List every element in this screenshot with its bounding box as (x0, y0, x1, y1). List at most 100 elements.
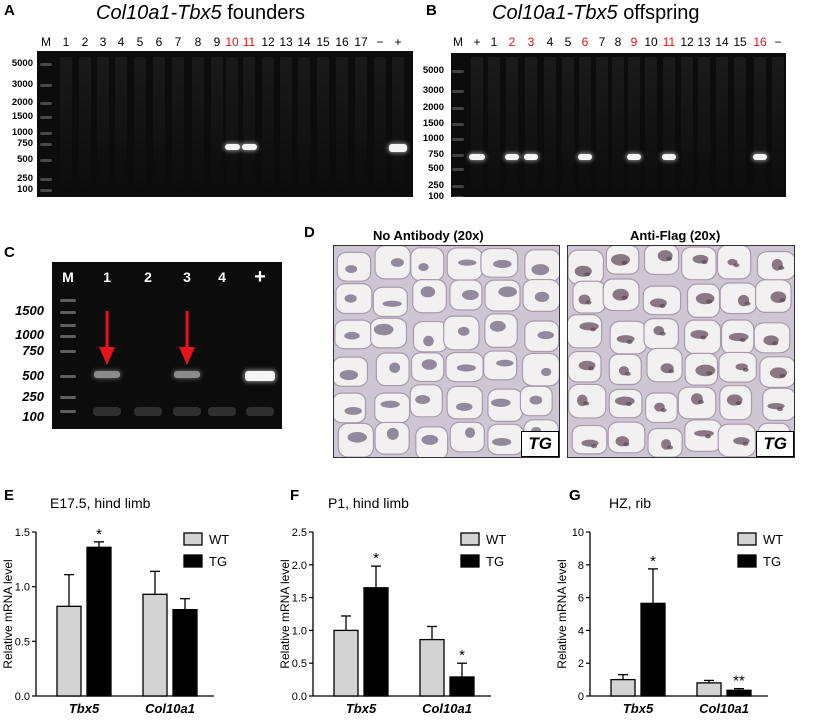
panel-c-ladder-label: 1000 (15, 327, 44, 342)
panel-c-gel: M 1 2 3 4 + (52, 262, 282, 429)
ladder-band (40, 63, 52, 66)
y-axis-label: Relative mRNA level (1, 559, 15, 668)
ladder-band (60, 335, 76, 338)
lane-smear (97, 57, 109, 187)
panel-c-ladder-label: 250 (22, 389, 44, 404)
panel-a-lane-label: + (394, 35, 402, 49)
significance-mark: * (96, 526, 102, 543)
lane-smear (172, 57, 184, 187)
panel-b-ladder-label: 5000 (422, 65, 444, 76)
lane-smear (374, 57, 386, 187)
panel-c-lane-labels: M 1 2 3 4 + (52, 266, 282, 289)
ladder-band (60, 299, 76, 302)
ladder-band (40, 159, 52, 162)
lane-smear (355, 57, 367, 187)
ladder-band (452, 154, 464, 157)
lane-smear (317, 57, 329, 187)
red-arrow-icon (99, 311, 115, 365)
legend-swatch-wt (183, 532, 203, 546)
panel-a-lane-labels: M 1 2 3 4 5 6 7 8 9 10 11 12 13 14 15 16 17− + (0, 35, 420, 51)
lane-smear (754, 57, 766, 191)
y-axis-label: Relative mRNA level (278, 559, 292, 668)
panel-a-lane-label: 10 (225, 35, 239, 49)
panel-label: F (290, 487, 299, 504)
lane-smear (192, 57, 204, 187)
y-tick-label: 6 (578, 593, 584, 605)
lane-smear (716, 57, 728, 191)
panel-b-title-rest: offspring (623, 2, 700, 24)
panel-b-ladder-label: 750 (428, 149, 444, 160)
panel-b-lane-label: 11 (662, 35, 676, 49)
ladder-band (60, 410, 76, 413)
panel-a-ladder-label: 100 (17, 184, 33, 195)
panel-b-title-gene: Col10a1-Tbx5 (492, 2, 618, 24)
lane-smear (134, 57, 146, 187)
y-tick-label: 0.5 (292, 658, 307, 670)
category-label: Tbx5 (69, 701, 100, 716)
bar-tg (640, 602, 666, 697)
primer-haze (246, 407, 274, 416)
panel-a-ladder-label: 1500 (11, 111, 33, 122)
panel-a-ladder-label: 1000 (11, 127, 33, 138)
panel-a-ladder-label: 500 (17, 154, 33, 165)
y-tick-label: 2 (578, 658, 584, 670)
panel-b-title: Col10a1-Tbx5 offspring (492, 2, 700, 25)
cartilage-texture (334, 246, 559, 457)
panel-b-lane-label: 4 (546, 35, 554, 49)
panel-c-label: C (4, 244, 15, 261)
legend-label-wt: WT (209, 532, 229, 547)
panel-a-ladder-label: 2000 (11, 97, 33, 108)
panel-b-lane-label: 10 (644, 35, 658, 49)
lane-smear (772, 57, 784, 191)
panel-b-ladder-label: 1500 (422, 118, 444, 129)
panel-b-lane-label: 6 (581, 35, 589, 49)
chart-e: E E17.5, hind limb 0.0 0.5 1.0 1.5 Relative mR… (1, 487, 229, 716)
ladder-band (40, 116, 52, 119)
lane-smear (645, 57, 657, 191)
panel-c-ladder-labels: 1500 1000 750 500 250 100 (0, 0, 60, 440)
lane-smear (153, 57, 165, 187)
category-label: Tbx5 (623, 701, 654, 716)
y-tick-label: 4 (578, 625, 584, 637)
category-label: Col10a1 (699, 701, 749, 716)
y-tick-label: 1.5 (292, 593, 307, 605)
panel-a-label: A (4, 2, 15, 19)
panel-b-lane-label: − (774, 35, 782, 49)
lane-smear (280, 57, 292, 187)
panel-a-lane-label: 11 (242, 35, 256, 49)
ladder-band (452, 123, 464, 126)
pcr-band (627, 154, 641, 160)
panel-c-lane-label: 2 (144, 269, 152, 285)
ladder-band (452, 107, 464, 110)
panel-d-left-title: No Antibody (20x) (373, 228, 484, 243)
panel-d-label: D (304, 224, 315, 241)
panel-b-lane-label: + (473, 35, 481, 49)
no-antibody-micrograph: TG (333, 245, 560, 458)
pcr-band (505, 154, 519, 160)
bar-wt (696, 682, 722, 697)
lane-smear (298, 57, 310, 187)
ladder-band (40, 178, 52, 181)
cartilage-texture (568, 246, 794, 457)
pcr-band (241, 144, 257, 150)
panel-a-lane-label: 2 (81, 35, 89, 49)
pcr-band (578, 154, 592, 160)
panel-b-ladder-label: 500 (428, 163, 444, 174)
y-tick-label: 1.5 (15, 527, 30, 539)
ladder-band (452, 90, 464, 93)
chart-g: G HZ, rib 0 2 4 6 8 10 Relative mRNA level * Tbx5 *… (555, 487, 783, 716)
panel-b-ladder-label: 100 (428, 191, 444, 202)
panel-c-lane-label: 3 (183, 269, 191, 285)
y-tick-label: 10 (572, 527, 584, 539)
panel-b-lane-labels: M +1 2 3 4 5 6 7 8 9 10 11 12 13 14 15 16− (0, 35, 829, 51)
pcr-band (94, 371, 120, 378)
significance-mark: * (373, 550, 379, 567)
lane-smear (681, 57, 693, 191)
legend-label-tg: TG (209, 554, 227, 569)
ladder-band (452, 138, 464, 141)
panel-a-lane-label: − (376, 35, 384, 49)
panel-a-lane-label: 7 (174, 35, 182, 49)
panel-c-lane-label: 1 (103, 269, 111, 285)
panel-a-lane-label: 14 (297, 35, 311, 49)
lane-smear (226, 57, 238, 187)
